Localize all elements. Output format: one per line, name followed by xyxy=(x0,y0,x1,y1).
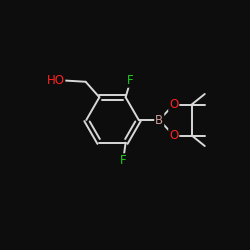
Text: HO: HO xyxy=(46,74,64,87)
Text: B: B xyxy=(155,114,163,126)
Text: F: F xyxy=(120,154,126,167)
Text: O: O xyxy=(169,129,178,142)
Text: F: F xyxy=(127,74,134,87)
Text: O: O xyxy=(169,98,178,111)
